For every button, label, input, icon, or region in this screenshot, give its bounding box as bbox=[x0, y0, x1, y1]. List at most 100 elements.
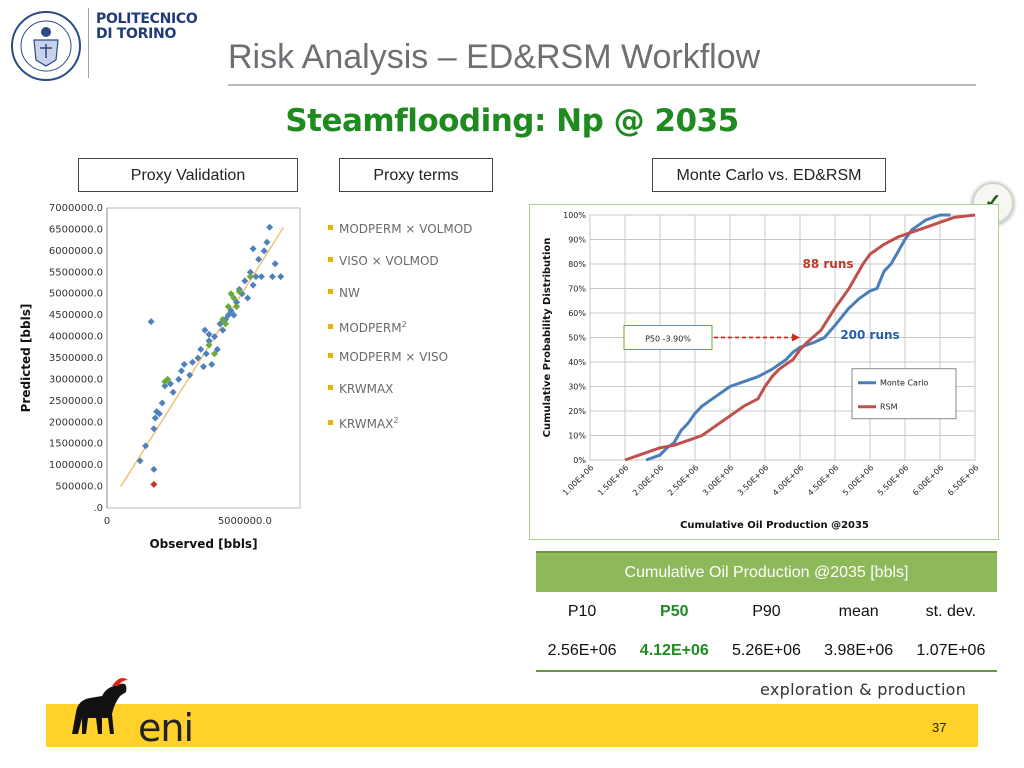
x-tick-label: 0 bbox=[104, 516, 110, 527]
x-tick-label: 3.50E+06 bbox=[736, 463, 770, 497]
y-tick-label: 4000000.0 bbox=[49, 332, 103, 343]
p50-annotation-text: P50 -3.90% bbox=[645, 335, 691, 344]
data-point-red bbox=[150, 480, 158, 488]
bullet-icon bbox=[328, 385, 333, 390]
title-rule bbox=[228, 84, 976, 86]
table-cell-stdev-value: 1.07E+06 bbox=[904, 631, 997, 672]
proxy-term-text: NW bbox=[339, 286, 360, 300]
data-point-green bbox=[211, 350, 219, 358]
y-tick-label: 100% bbox=[563, 211, 586, 220]
fit-line bbox=[120, 226, 285, 487]
data-point-blue bbox=[213, 345, 221, 353]
data-point-blue bbox=[151, 414, 159, 422]
data-point-blue bbox=[211, 333, 219, 341]
y-tick-label: 3500000.0 bbox=[49, 353, 103, 364]
six-legged-dog-logo bbox=[72, 678, 128, 734]
proxy-validation-chart: 7000000.0 6500000.0 6000000.0 5500000.0 5000… bbox=[19, 203, 301, 551]
data-point-blue bbox=[200, 363, 207, 371]
bullet-icon bbox=[328, 324, 333, 329]
data-point-blue bbox=[197, 345, 205, 353]
data-point-blue bbox=[219, 326, 227, 334]
y-tick-label: 2000000.0 bbox=[49, 417, 103, 428]
proxy-term-superscript: 2 bbox=[401, 320, 407, 329]
rsm-runs-annotation: 88 runs bbox=[802, 257, 853, 271]
x-tick-label: 1.50E+06 bbox=[596, 463, 630, 497]
table-cell-mean-label: mean bbox=[838, 602, 879, 620]
proxy-term-item: MODPERM × VOLMOD bbox=[328, 216, 472, 248]
data-point-blue bbox=[186, 371, 194, 379]
results-table: Cumulative Oil Production @2035 [bbls] P… bbox=[536, 551, 997, 672]
x-tick-label: 6.00E+06 bbox=[911, 463, 945, 497]
x-tick-label: 6.50E+06 bbox=[946, 463, 980, 497]
slide-title: Risk Analysis – ED&RSM Workflow bbox=[228, 38, 761, 76]
data-point-blue bbox=[266, 223, 274, 231]
data-point-blue bbox=[142, 442, 150, 450]
y-tick-label: 7000000.0 bbox=[49, 203, 103, 214]
proxy-terms-list: MODPERM × VOLMOD VISO × VOLMOD NW MODPERM2 M… bbox=[328, 216, 472, 440]
proxy-term-text: MODPERM × VISO bbox=[339, 350, 449, 364]
data-point-blue bbox=[208, 360, 216, 368]
proxy-term-text: KRWMAX bbox=[339, 382, 394, 396]
data-point-blue bbox=[271, 260, 279, 268]
y-tick-label: 0% bbox=[573, 456, 586, 465]
data-point-blue bbox=[180, 360, 188, 368]
bullet-icon bbox=[328, 289, 333, 294]
legend bbox=[851, 368, 957, 420]
data-point-blue bbox=[257, 273, 265, 281]
y-tick-label: 5000000.0 bbox=[49, 289, 103, 300]
data-point-blue bbox=[216, 320, 224, 328]
y-tick-label: 10% bbox=[568, 432, 586, 441]
y-tick-label: 20% bbox=[568, 407, 586, 416]
series-line-monte-carlo bbox=[645, 213, 951, 462]
table-cell-p10-label: P10 bbox=[567, 602, 597, 620]
data-point-blue bbox=[241, 277, 249, 285]
mc-vs-edrsm-label: Monte Carlo vs. ED&RSM bbox=[652, 158, 886, 192]
x-tick-label: 1.00E+06 bbox=[561, 463, 595, 497]
x-tick-label: 5000000.0 bbox=[218, 516, 272, 527]
proxy-term-superscript: 2 bbox=[393, 416, 399, 425]
data-point-green bbox=[222, 320, 230, 328]
data-point-blue bbox=[249, 245, 257, 253]
footer-band bbox=[46, 704, 978, 747]
x-tick-label: 2.50E+06 bbox=[666, 463, 700, 497]
data-point-blue bbox=[147, 318, 155, 326]
y-tick-label: 5500000.0 bbox=[49, 267, 103, 278]
proxy-term-item: MODPERM × VISO bbox=[328, 344, 472, 376]
data-point-blue bbox=[260, 247, 268, 255]
data-point-blue bbox=[188, 358, 196, 366]
data-point-blue bbox=[227, 307, 235, 315]
data-point-blue bbox=[136, 457, 144, 465]
y-axis-title: Predicted [bbls] bbox=[19, 304, 33, 413]
table-cell-mean-value: 3.98E+06 bbox=[812, 631, 905, 672]
table-cell-p90-label: P90 bbox=[752, 602, 781, 620]
monte-carlo-chart-frame: 100% 90% 80% 70% 60% 50% 40% 30% 20% 10% 0% 1.00E+0… bbox=[529, 204, 999, 540]
x-tick-label: 5.50E+06 bbox=[876, 463, 910, 497]
bullet-icon bbox=[328, 225, 333, 230]
proxy-term-text: MODPERM bbox=[339, 321, 402, 335]
legend-label: Monte Carlo bbox=[880, 379, 928, 388]
data-point-green bbox=[233, 303, 241, 311]
table-row: 2.56E+06 4.12E+06 5.26E+06 3.98E+06 1.07… bbox=[536, 631, 997, 672]
table-cell-p10-value: 2.56E+06 bbox=[536, 631, 629, 672]
x-tick-label: 3.00E+06 bbox=[701, 463, 735, 497]
data-point-blue bbox=[166, 380, 174, 388]
mc-runs-annotation: 200 runs bbox=[840, 328, 899, 342]
y-tick-label: 6000000.0 bbox=[49, 246, 103, 257]
legend-label: RSM bbox=[880, 403, 898, 412]
y-tick-label: 30% bbox=[568, 383, 586, 392]
proxy-validation-label: Proxy Validation bbox=[78, 158, 298, 192]
table-cell-p90-value: 5.26E+06 bbox=[720, 631, 813, 672]
data-point-blue bbox=[263, 238, 271, 246]
proxy-term-item: VISO × VOLMOD bbox=[328, 248, 472, 280]
p50-annotation-box bbox=[623, 325, 713, 350]
x-axis-title: Observed [bbls] bbox=[149, 537, 257, 551]
data-point-green bbox=[205, 341, 213, 349]
y-tick-label: 2500000.0 bbox=[49, 396, 103, 407]
data-point-blue bbox=[277, 273, 285, 281]
data-point-blue bbox=[177, 367, 185, 375]
y-tick-label: 3000000.0 bbox=[49, 374, 103, 385]
data-point-blue bbox=[230, 311, 238, 319]
x-tick-label: 5.00E+06 bbox=[841, 463, 875, 497]
bullet-icon bbox=[328, 353, 333, 358]
eni-logo-text: eni bbox=[138, 706, 194, 750]
